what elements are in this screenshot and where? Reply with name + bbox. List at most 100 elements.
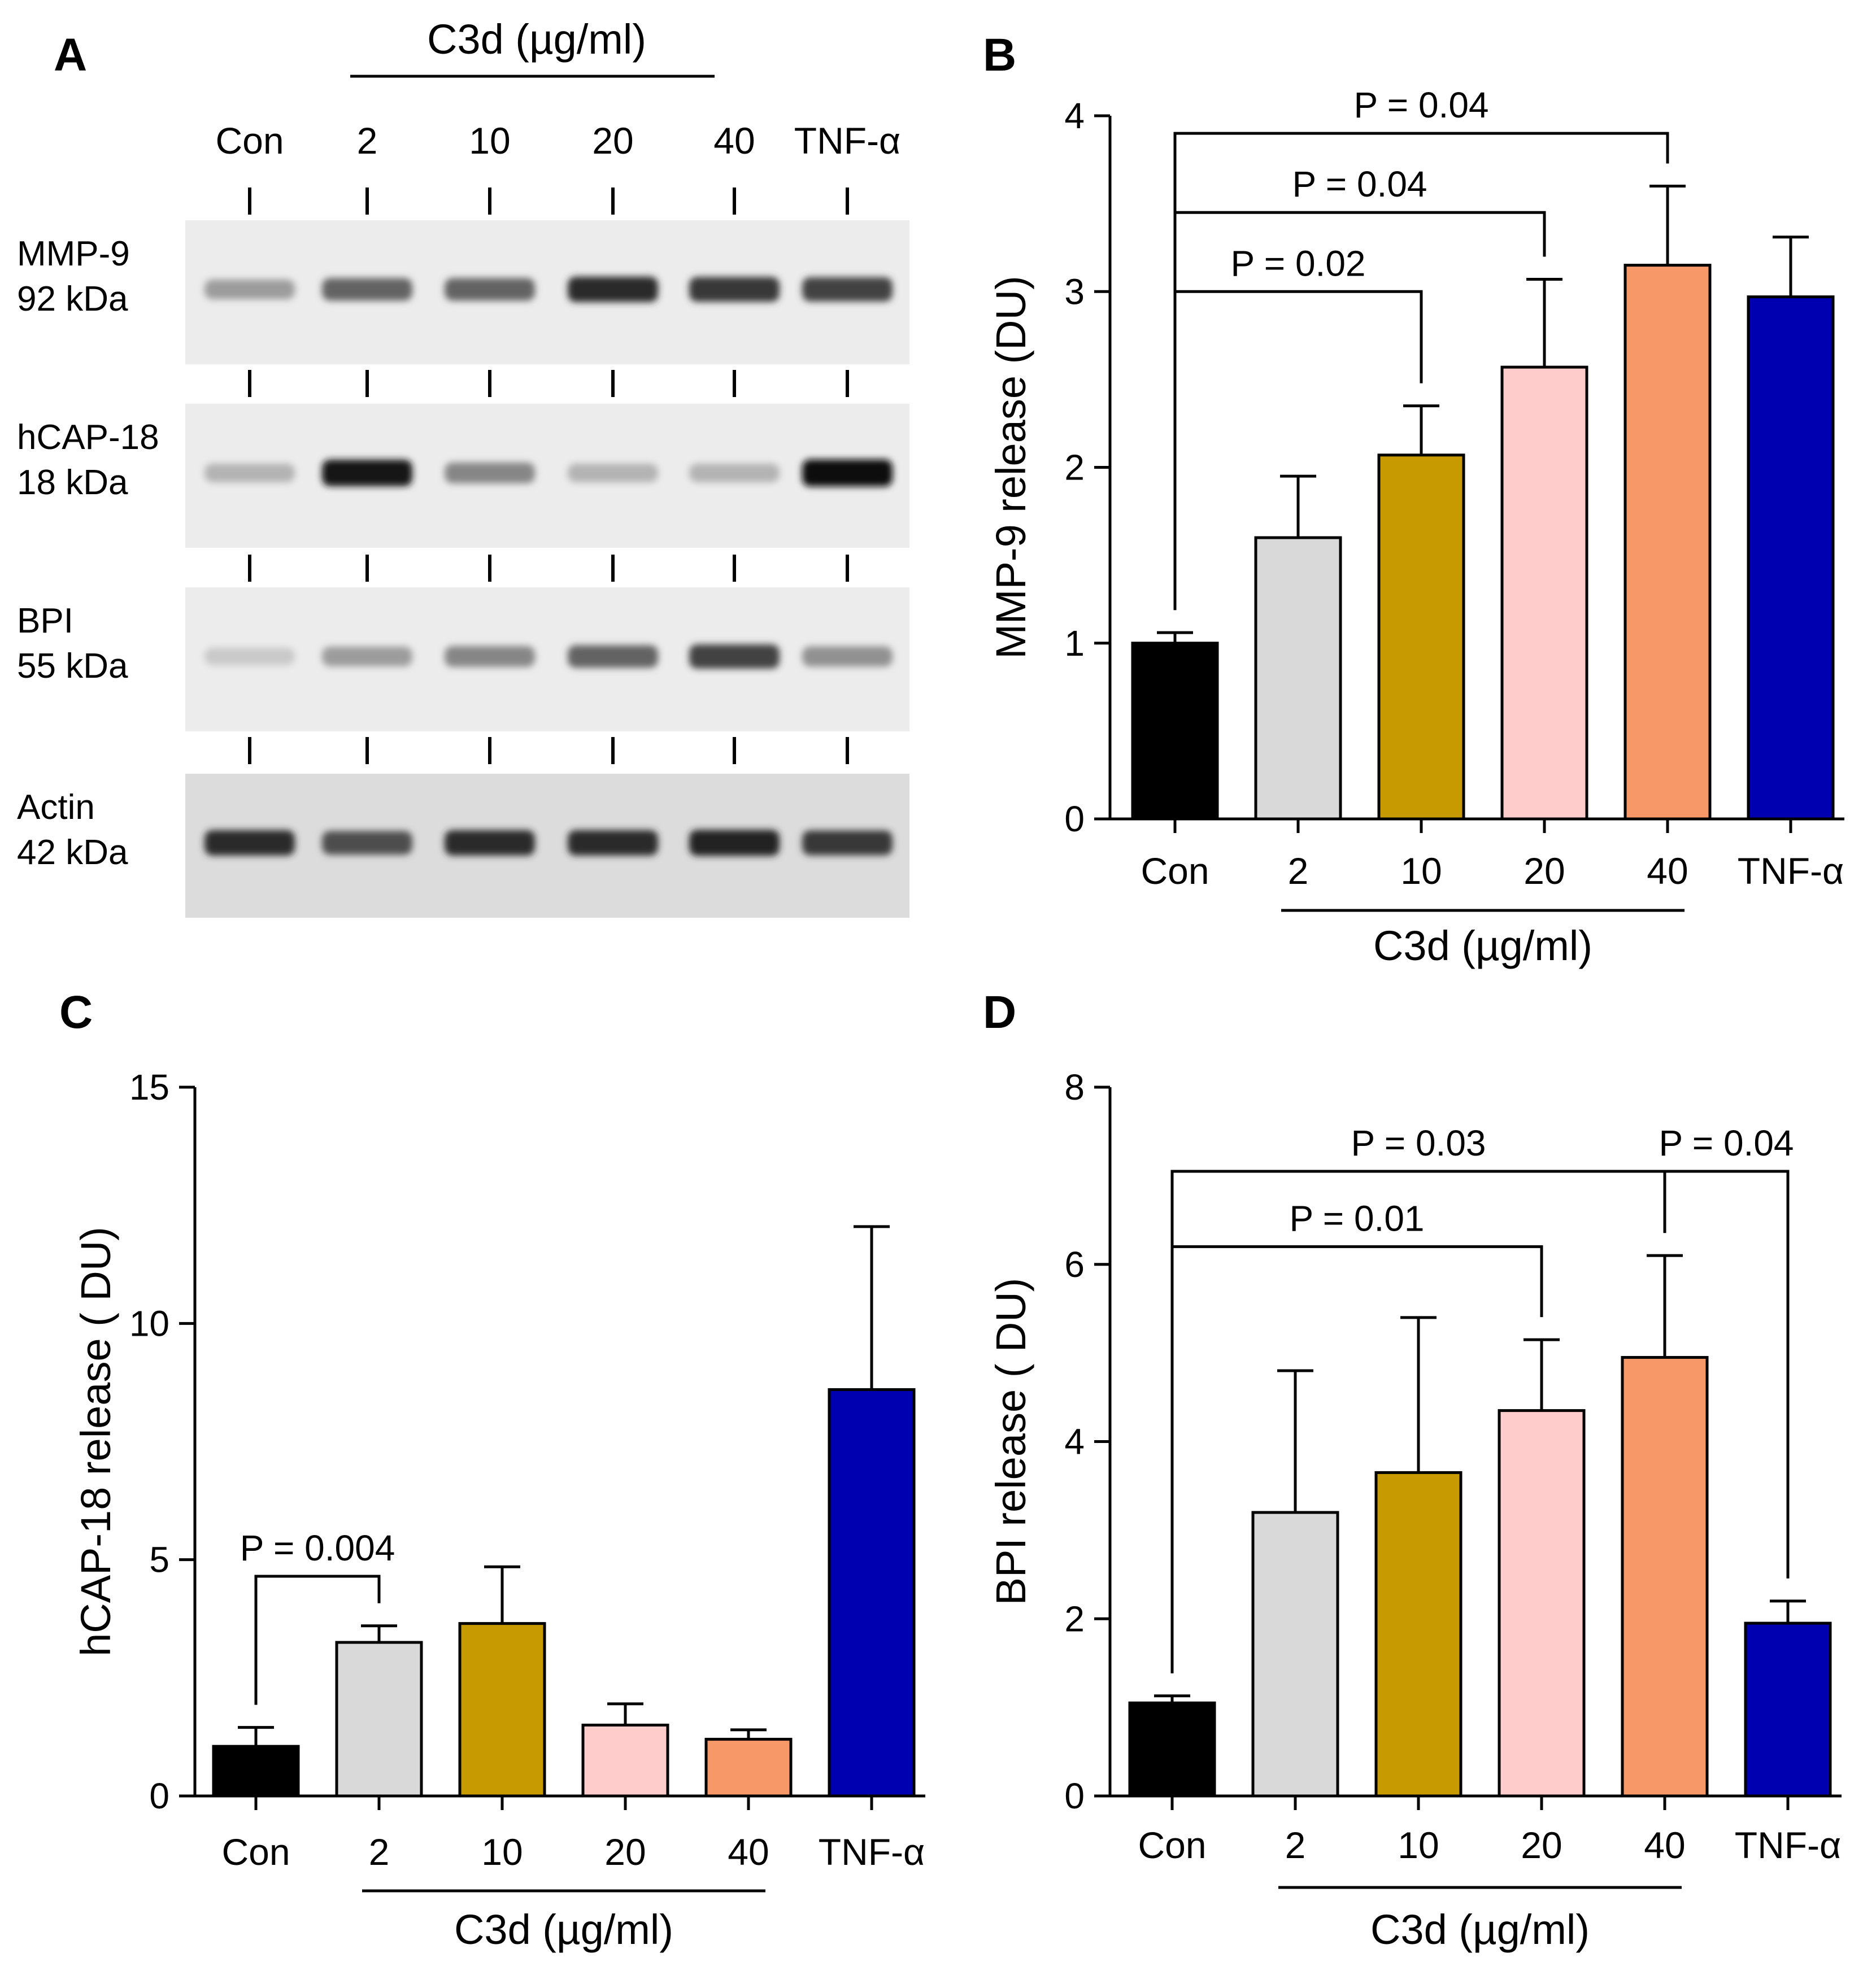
band-bpi-lane-2 xyxy=(322,646,412,666)
category-label-40: 40 xyxy=(1647,850,1688,892)
band-size-mmp-9: 92 kDa xyxy=(17,280,128,319)
bar-tnf xyxy=(828,1388,916,1798)
y-tick-label: 0 xyxy=(1064,799,1085,839)
chart-bpi: 0 2 4 6 8 BPI release ( DU) Con 2 10 20 40 TNF-α C3d… xyxy=(987,1067,1842,1953)
band-size-actin: 42 kDa xyxy=(17,833,128,872)
band-hcap-18-lane-1 xyxy=(204,463,295,482)
y-tick-label: 1 xyxy=(1064,623,1085,664)
panel-letter-c: C xyxy=(59,987,93,1038)
blot-strip-background xyxy=(185,587,909,731)
y-tick-label: 4 xyxy=(1064,95,1085,136)
bar-tnf xyxy=(1747,295,1835,821)
bar-40 xyxy=(1623,264,1712,821)
bracket-line xyxy=(254,1575,381,1705)
panel-letter-d: D xyxy=(983,987,1016,1038)
band-bpi-lane-6 xyxy=(802,646,893,667)
y-tick-label: 10 xyxy=(129,1303,169,1344)
band-actin-lane-3 xyxy=(445,830,535,856)
band-mmp-9-lane-4 xyxy=(568,276,658,302)
bar-tnf xyxy=(1744,1621,1832,1798)
lane-label-40: 40 xyxy=(713,120,755,162)
band-mmp-9-lane-6 xyxy=(802,277,893,302)
band-bpi-lane-1 xyxy=(204,647,295,665)
band-name-hcap-18: hCAP-18 xyxy=(17,418,159,457)
category-label-10: 10 xyxy=(1400,850,1442,892)
bar-con xyxy=(1131,642,1219,821)
band-name-mmp-9: MMP-9 xyxy=(17,234,130,273)
blot-strip-actin: Actin 42 kDa xyxy=(17,774,909,918)
significance-bracket: P = 0.04 xyxy=(1659,1123,1794,1579)
band-size-hcap-18: 18 kDa xyxy=(17,463,128,502)
western-blot: C3d (µg/ml) Con 2 10 20 40 TNF-α MMP-9 92 kDa h… xyxy=(17,16,909,918)
blot-strip-background xyxy=(185,774,909,918)
blot-strip-hcap-18: hCAP-18 18 kDa xyxy=(17,404,909,548)
category-label-con: Con xyxy=(1138,1824,1206,1866)
category-label-con: Con xyxy=(1141,850,1209,892)
band-mmp-9-lane-1 xyxy=(204,279,295,299)
category-label-10: 10 xyxy=(481,1831,523,1873)
band-hcap-18-lane-6 xyxy=(802,459,893,487)
blot-strip-mmp-9: MMP-9 92 kDa xyxy=(17,220,909,364)
band-actin-lane-4 xyxy=(568,830,658,856)
y-tick-label: 6 xyxy=(1064,1244,1085,1285)
band-mmp-9-lane-3 xyxy=(445,278,535,301)
y-axis-title-d: BPI release ( DU) xyxy=(987,1278,1034,1606)
y-tick-label: 8 xyxy=(1064,1067,1085,1108)
bar-20 xyxy=(1498,1409,1586,1798)
y-tick-label: 0 xyxy=(149,1776,169,1816)
band-bpi-lane-4 xyxy=(568,645,658,668)
band-bpi-lane-3 xyxy=(445,646,535,667)
band-bpi-lane-5 xyxy=(689,644,780,669)
p-value-label: P = 0.04 xyxy=(1292,164,1427,204)
category-label-tnf: TNF-α xyxy=(819,1831,925,1873)
category-label-40: 40 xyxy=(1644,1824,1685,1866)
p-value-label: P = 0.02 xyxy=(1230,243,1365,284)
panel-letter-a: A xyxy=(54,29,87,81)
band-name-actin: Actin xyxy=(17,788,95,827)
bar-10 xyxy=(1374,1471,1463,1798)
lane-label-20: 20 xyxy=(592,120,633,162)
bar-20 xyxy=(1500,365,1588,821)
significance-bracket: P = 0.01 xyxy=(1170,1198,1543,1673)
blot-group-label: C3d (µg/ml) xyxy=(427,16,646,63)
category-label-tnf: TNF-α xyxy=(1738,850,1844,892)
category-label-2: 2 xyxy=(1288,850,1309,892)
band-actin-lane-6 xyxy=(802,830,893,856)
y-tick-label: 2 xyxy=(1064,447,1085,488)
blot-strip-bpi: BPI 55 kDa xyxy=(17,587,909,731)
blot-strip-background xyxy=(185,220,909,364)
band-actin-lane-2 xyxy=(322,831,412,855)
band-mmp-9-lane-2 xyxy=(322,278,412,301)
y-tick-label: 15 xyxy=(129,1067,169,1108)
bar-2 xyxy=(1251,1511,1339,1798)
lane-label-2: 2 xyxy=(357,120,378,162)
bar-40 xyxy=(1621,1355,1709,1798)
p-value-label: P = 0.03 xyxy=(1351,1123,1486,1163)
bar-10 xyxy=(458,1622,546,1798)
lane-label-tnf: TNF-α xyxy=(794,120,900,162)
band-name-bpi: BPI xyxy=(17,601,73,640)
bar-10 xyxy=(1377,454,1465,821)
category-label-20: 20 xyxy=(604,1831,646,1873)
group-label-c: C3d (µg/ml) xyxy=(454,1906,673,1953)
y-tick-label: 4 xyxy=(1064,1422,1085,1462)
y-axis-title-b: MMP-9 release (DU) xyxy=(987,276,1034,659)
band-hcap-18-lane-5 xyxy=(689,463,780,482)
lane-label-con: Con xyxy=(215,120,284,162)
group-label-d: C3d (µg/ml) xyxy=(1370,1906,1590,1953)
band-size-bpi: 55 kDa xyxy=(17,647,128,686)
category-label-40: 40 xyxy=(728,1831,769,1873)
bar-40 xyxy=(704,1738,793,1798)
category-label-10: 10 xyxy=(1398,1824,1439,1866)
category-label-20: 20 xyxy=(1524,850,1565,892)
p-value-label: P = 0.004 xyxy=(240,1528,395,1568)
lane-label-10: 10 xyxy=(469,120,510,162)
bracket-line xyxy=(1170,1245,1543,1673)
category-label-20: 20 xyxy=(1521,1824,1562,1866)
band-actin-lane-5 xyxy=(689,830,780,856)
significance-bracket: P = 0.04 xyxy=(1173,85,1669,611)
y-tick-label: 2 xyxy=(1064,1598,1085,1639)
y-axis-title-c: hCAP-18 release ( DU) xyxy=(72,1227,119,1656)
bar-2 xyxy=(335,1641,423,1798)
